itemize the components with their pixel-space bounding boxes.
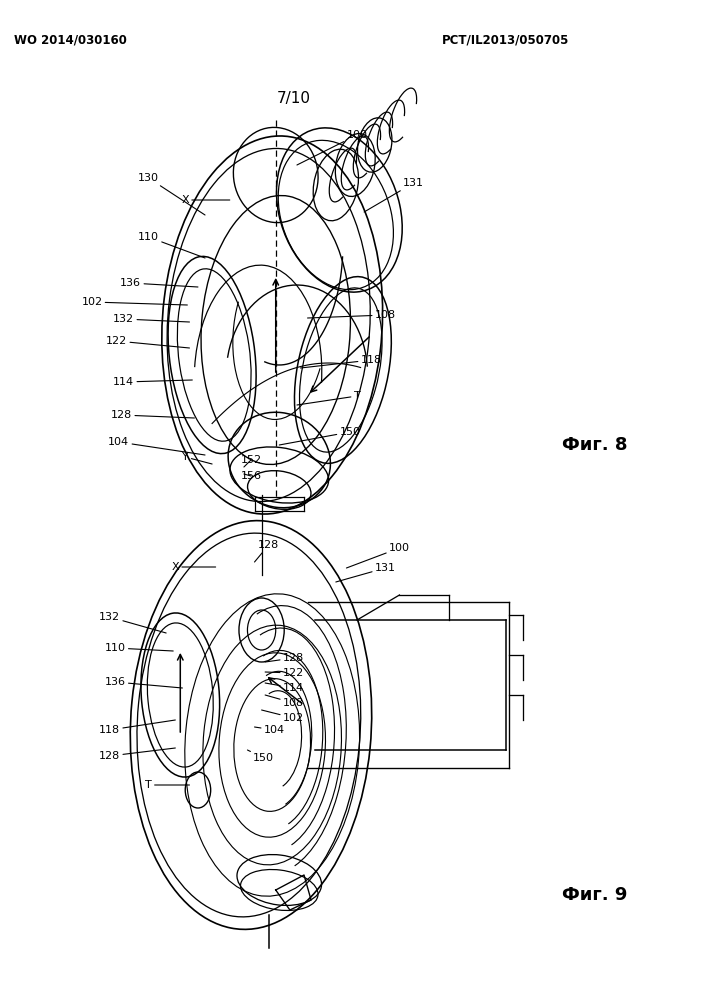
Text: 110: 110	[105, 643, 173, 653]
Text: WO 2014/030160: WO 2014/030160	[14, 33, 127, 46]
Text: 136: 136	[105, 677, 182, 688]
Text: X: X	[172, 562, 216, 572]
Text: 118: 118	[300, 355, 382, 368]
Text: 130: 130	[138, 173, 205, 215]
Text: Фиг. 9: Фиг. 9	[562, 886, 627, 904]
Text: Y: Y	[182, 452, 212, 464]
Text: 131: 131	[336, 563, 396, 582]
Text: 150: 150	[247, 750, 274, 763]
Text: 132: 132	[113, 314, 189, 324]
Text: 7/10: 7/10	[276, 91, 310, 105]
Text: T: T	[297, 391, 361, 405]
Text: 122: 122	[106, 336, 189, 348]
Text: 128: 128	[255, 540, 279, 562]
Text: 131: 131	[364, 178, 424, 212]
Text: 104: 104	[108, 437, 205, 455]
Text: 100: 100	[297, 130, 368, 165]
Text: 128: 128	[265, 653, 304, 663]
Text: 118: 118	[99, 720, 175, 735]
Text: X: X	[182, 195, 230, 205]
Text: 110: 110	[138, 232, 205, 258]
Text: 128: 128	[111, 410, 194, 420]
Text: PCT/IL2013/050705: PCT/IL2013/050705	[442, 33, 569, 46]
Text: Фиг. 8: Фиг. 8	[562, 436, 628, 454]
Text: 108: 108	[265, 695, 304, 708]
Text: 150: 150	[279, 427, 361, 445]
Text: 128: 128	[99, 748, 175, 761]
Text: 108: 108	[308, 310, 396, 320]
Text: 136: 136	[120, 278, 198, 288]
Text: 102: 102	[81, 297, 187, 307]
Text: 132: 132	[99, 612, 166, 633]
Text: 100: 100	[346, 543, 410, 568]
Text: T: T	[145, 780, 189, 790]
Text: 102: 102	[262, 710, 304, 723]
Text: 122: 122	[265, 668, 304, 678]
Text: 156: 156	[240, 471, 262, 481]
Text: 152: 152	[240, 455, 262, 467]
Text: 104: 104	[255, 725, 285, 735]
Text: 114: 114	[113, 377, 192, 387]
Text: 114: 114	[265, 683, 304, 693]
